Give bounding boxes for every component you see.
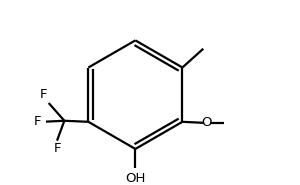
Text: OH: OH: [125, 172, 146, 185]
Text: F: F: [40, 88, 47, 101]
Text: F: F: [54, 142, 61, 155]
Text: F: F: [33, 115, 41, 128]
Text: O: O: [201, 116, 212, 129]
